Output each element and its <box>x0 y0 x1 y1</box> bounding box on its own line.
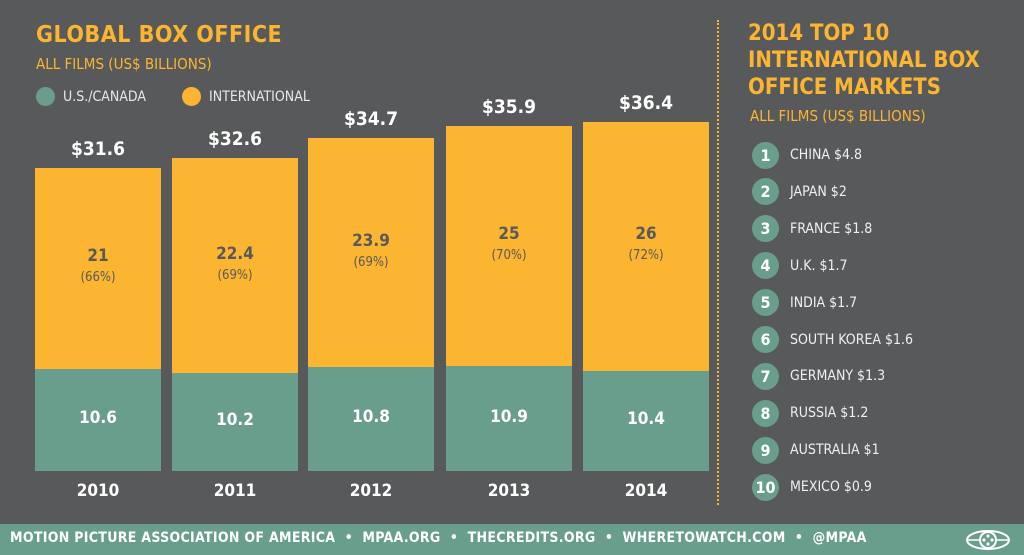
ranking-item: 3 FRANCE $1.8 <box>752 215 872 243</box>
mpaa-logo-icon <box>966 530 1010 550</box>
year-label: 2014 <box>624 481 668 501</box>
ranking-item: 8 RUSSIA $1.2 <box>752 399 868 427</box>
intl-pct-label: (69%) <box>353 254 389 270</box>
intl-value-label: 25 <box>498 224 520 245</box>
dotted-divider <box>717 20 719 505</box>
ranking-item: 2 JAPAN $2 <box>752 178 847 206</box>
bar-us-canada <box>172 373 298 471</box>
market-label: CHINA $4.8 <box>790 147 863 163</box>
bar-international <box>308 137 434 368</box>
legend-swatch-international <box>182 87 201 106</box>
bar-chart: $31.6 21 (66%) 10.6 2010 $32.6 22.4 (69%) 10.2 20… <box>35 91 709 501</box>
market-label: GERMANY $1.3 <box>790 368 886 385</box>
intl-pct-label: (69%) <box>217 267 253 283</box>
total-label: $35.9 <box>481 96 537 119</box>
market-label: SOUTH KOREA $1.6 <box>790 331 914 348</box>
bar-us-canada <box>583 371 709 471</box>
intl-pct-label: (70%) <box>491 248 527 264</box>
rank-badge: 8 <box>752 399 779 427</box>
bar-us-canada <box>308 367 434 471</box>
ranking-item: 5 INDIA $1.7 <box>752 289 857 317</box>
rank-badge: 1 <box>752 141 779 169</box>
year-label: 2012 <box>349 481 393 501</box>
intl-pct-label: (66%) <box>80 270 116 286</box>
intl-pct-label: (72%) <box>628 248 664 264</box>
ranking-item: 6 SOUTH KOREA $1.6 <box>752 326 913 354</box>
footer: MOTION PICTURE ASSOCIATION OF AMERICA • … <box>0 524 1024 555</box>
footer-text: MOTION PICTURE ASSOCIATION OF AMERICA • … <box>10 530 867 546</box>
bar-international <box>35 167 161 370</box>
intl-value-label: 23.9 <box>352 230 390 251</box>
rank-badge: 3 <box>752 215 779 243</box>
legend-label: U.S./CANADA <box>63 88 146 105</box>
rank-badge: 7 <box>752 362 779 390</box>
ranking-item: 4 U.K. $1.7 <box>752 252 848 280</box>
us-value-label: 10.8 <box>352 407 390 428</box>
chart-subtitle: ALL FILMS (US$ BILLIONS) <box>36 55 212 73</box>
us-value-label: 10.9 <box>490 406 528 427</box>
market-label: MEXICO $0.9 <box>790 479 872 496</box>
us-value-label: 10.4 <box>627 409 665 430</box>
us-value-label: 10.2 <box>216 410 254 431</box>
market-label: FRANCE $1.8 <box>790 220 873 237</box>
total-label: $36.4 <box>618 91 674 114</box>
market-label: AUSTRALIA $1 <box>790 442 880 459</box>
legend-international: INTERNATIONAL <box>182 87 310 106</box>
bar-international <box>446 126 572 367</box>
legend-label: INTERNATIONAL <box>209 88 310 105</box>
total-label: $32.6 <box>207 128 263 151</box>
total-label: $34.7 <box>343 107 399 130</box>
rank-badge: 2 <box>752 178 779 206</box>
ranking-item: 9 AUSTRALIA $1 <box>752 436 880 464</box>
year-label: 2011 <box>213 481 257 501</box>
us-value-label: 10.6 <box>79 408 117 429</box>
rank-badge: 9 <box>752 436 779 464</box>
bar-us-canada <box>446 366 572 471</box>
bar-international <box>172 158 298 374</box>
rank-badge: 6 <box>752 326 779 353</box>
market-label: RUSSIA $1.2 <box>790 405 869 422</box>
ranking-subtitle: ALL FILMS (US$ BILLIONS) <box>750 107 926 125</box>
intl-value-label: 21 <box>87 246 109 267</box>
market-label: INDIA $1.7 <box>790 294 858 311</box>
ranking-item: 10 MEXICO $0.9 <box>752 473 872 501</box>
bar-international <box>583 121 709 372</box>
total-label: $31.6 <box>70 137 126 160</box>
year-label: 2010 <box>76 481 120 501</box>
legend-swatch-us-canada <box>36 87 55 106</box>
legend-us-canada: U.S./CANADA <box>36 87 146 106</box>
intl-value-label: 26 <box>635 224 657 245</box>
ranking-title: 2014 TOP 10 INTERNATIONAL BOX OFFICE MAR… <box>748 21 980 100</box>
rank-badge: 5 <box>752 289 779 317</box>
market-label: U.K. $1.7 <box>790 257 848 274</box>
year-label: 2013 <box>487 481 531 501</box>
rank-badge: 4 <box>752 252 779 280</box>
market-label: JAPAN $2 <box>790 183 847 200</box>
rank-badge: 10 <box>752 473 779 501</box>
chart-title: GLOBAL BOX OFFICE <box>36 22 283 48</box>
ranking-item: 1 CHINA $4.8 <box>752 141 862 169</box>
ranking-item: 7 GERMANY $1.3 <box>752 362 885 390</box>
bar-us-canada <box>35 369 161 471</box>
intl-value-label: 22.4 <box>216 243 254 264</box>
